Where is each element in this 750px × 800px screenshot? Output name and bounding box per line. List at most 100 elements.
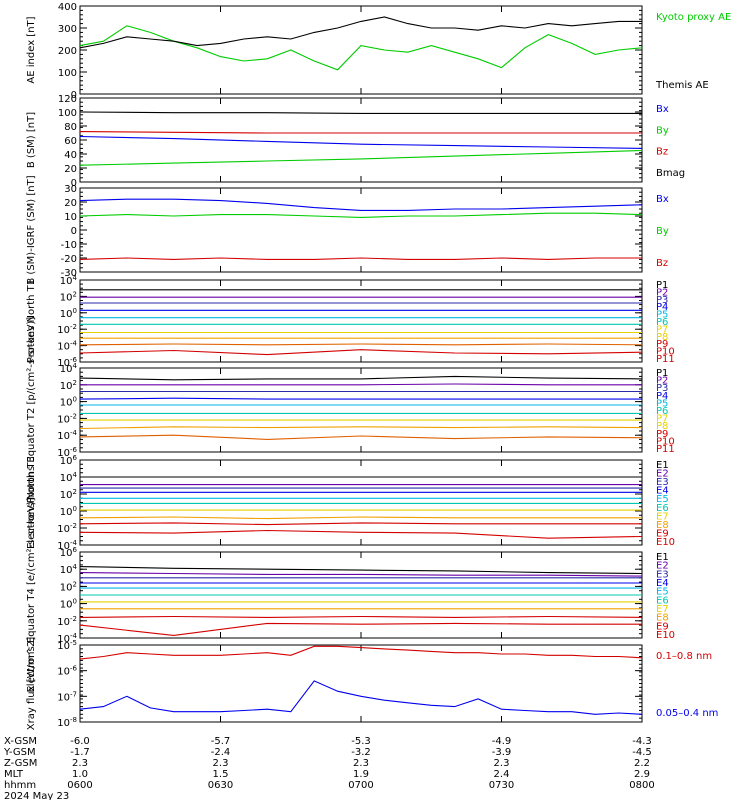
x-axis-table: X-GSM -6.0 -5.7 -5.3 -4.9 -4.3 Y-GSM -1.7 -2.4 -3… (3, 736, 655, 800)
legend-entry: P9 (656, 339, 668, 350)
series-line-e8 (79, 516, 642, 520)
series-line-bx (79, 111, 642, 114)
legend-entry: P7 (656, 414, 668, 425)
y-tick-label: 10-8 (57, 716, 77, 729)
y-tick-label: 200 (58, 46, 77, 57)
y-axis-label: AE index [nT] (26, 16, 37, 83)
y-tick-label: 10-4 (57, 340, 77, 353)
panel-2: 0 20 40 60 80 100 120 B (SM) [nT] Bx By Bz Bmag (26, 94, 685, 189)
series-line-0-1-0-8-nm (79, 645, 643, 660)
series-line-e2 (79, 572, 643, 577)
legend-entry: P3 (656, 295, 668, 306)
axis-row-value: -3.9 (492, 747, 512, 758)
axis-row-value: 0730 (489, 780, 514, 791)
y-tick-label: -20 (61, 254, 77, 265)
legend-entry: P5 (656, 398, 668, 409)
series-line-kyoto-proxy-ae (79, 25, 643, 71)
legend-entry: E4 (656, 578, 669, 589)
y-tick-label: 102 (60, 580, 77, 593)
axis-row-value: 2.4 (494, 769, 510, 780)
legend-entry: E6 (656, 595, 669, 606)
series-line-p2 (80, 383, 642, 386)
axis-row-value: 0700 (348, 780, 373, 791)
y-axis-label: B (SM)-IGRF (SM) [nT] (26, 175, 37, 284)
y-tick-label: 106 (60, 454, 78, 467)
legend-entry: E9 (656, 528, 669, 539)
y-tick-label: 20 (64, 198, 77, 209)
y-tick-label: 20 (64, 164, 77, 175)
legend-entry: E10 (656, 630, 675, 641)
panel-8: 10-8 10-7 10-6 10-5 Xray flux [W/m^2] 0.1–0.8… (26, 637, 718, 731)
y-tick-label: 10-2 (57, 323, 77, 336)
y-tick-label: -30 (61, 268, 77, 279)
series-line-p8 (79, 426, 643, 430)
y-tick-label: 100 (58, 108, 77, 119)
legend-entry: E1 (656, 552, 669, 563)
legend-entry: Bmag (656, 168, 685, 179)
axis-row-value: 2.3 (494, 758, 510, 769)
axis-row-value: -4.9 (492, 736, 512, 747)
axis-row-value: 1.0 (72, 769, 88, 780)
legend-entry: Themis AE (655, 80, 709, 91)
series-line-bz (79, 135, 643, 149)
axis-row-value: -5.3 (351, 736, 371, 747)
y-tick-label: 104 (60, 362, 78, 375)
legend-entry: E9 (656, 621, 669, 632)
panel-frame (79, 367, 643, 453)
y-tick-label: 30 (64, 184, 77, 195)
axis-row-label: Y-GSM (3, 747, 36, 758)
legend-entry: P8 (656, 421, 668, 432)
axis-row-value: -5.7 (211, 736, 231, 747)
y-tick-label: 102 (60, 290, 77, 303)
legend-entry: Bz (656, 147, 668, 158)
series-line-e1 (79, 566, 643, 575)
y-tick-label: 100 (58, 68, 77, 79)
panel-frame (79, 5, 643, 95)
series-line-bmag (79, 149, 643, 166)
y-tick-label: 104 (60, 471, 78, 484)
y-tick-label: 10-2 (57, 522, 77, 535)
legend-entry: Bx (656, 194, 669, 205)
legend-entry: E1 (656, 460, 669, 471)
date-label: 2024 May 23 (4, 791, 69, 800)
legend-entry: P7 (656, 324, 668, 335)
legend-entry: E3 (656, 569, 669, 580)
axis-row-value: -6.0 (70, 736, 90, 747)
series-line-e9 (79, 615, 643, 618)
y-axis-label: Electrons North T3 (26, 456, 37, 549)
axis-row-label: MLT (4, 769, 24, 780)
legend-entry: E8 (656, 520, 669, 531)
y-tick-label: 100 (60, 505, 77, 518)
legend-entry: E3 (656, 477, 669, 488)
y-tick-label: 100 (60, 396, 77, 409)
legend-entry: By (656, 226, 669, 237)
y-axis-label: B (SM) [nT] (26, 112, 37, 168)
legend-entry: P2 (656, 287, 668, 298)
axis-row-label: hhmm (4, 780, 36, 791)
panel-3: -30 -20 -10 0 10 20 30 B (SM)-IGRF (SM) [nT] Bx B… (26, 175, 669, 284)
series-line-e10 (79, 529, 643, 539)
y-tick-label: 106 (60, 546, 78, 559)
legend-entry: Bx (656, 104, 669, 115)
y-tick-label: 400 (58, 2, 77, 13)
axis-row-value: -4.3 (632, 736, 652, 747)
axis-row-value: 2.3 (353, 758, 369, 769)
y-tick-label: 10-6 (57, 665, 77, 678)
series-line-p1 (79, 375, 643, 381)
y-tick-label: 100 (60, 598, 77, 611)
legend-entry: E10 (656, 537, 675, 548)
legend-entry: E4 (656, 486, 669, 497)
legend-entry: E7 (656, 511, 669, 522)
series-line-bz (79, 257, 642, 260)
panel-1: 0 100 200 300 400 AE index [nT] Kyoto proxy AE… (26, 2, 731, 101)
legend-entry: By (656, 125, 669, 136)
legend-entry: P2 (656, 376, 668, 387)
legend-entry: E6 (656, 503, 669, 514)
legend-entry: P4 (656, 391, 668, 402)
legend-entry: P10 (656, 436, 675, 447)
y-tick-label: 104 (60, 274, 78, 287)
